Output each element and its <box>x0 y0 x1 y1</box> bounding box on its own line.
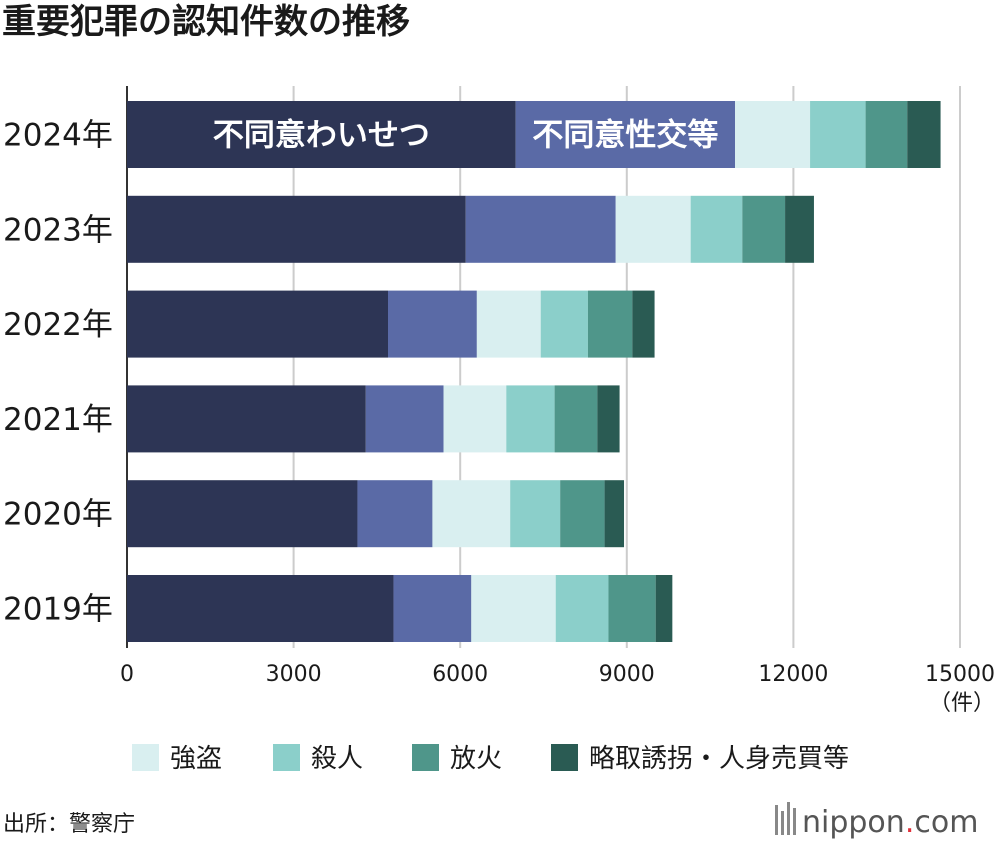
legend-label: 略取誘拐・人身売買等 <box>589 744 849 774</box>
x-tick-label: 15000 <box>925 662 995 687</box>
bar-segment <box>465 195 616 263</box>
category-label: 2023年 <box>3 212 113 248</box>
legend-item: 略取誘拐・人身売買等 <box>551 744 849 774</box>
chart-title: 重要犯罪の認知件数の推移 <box>2 2 410 42</box>
bar-segment <box>127 480 358 548</box>
bar-segment <box>554 385 598 453</box>
inline-series-label: 不同意わいせつ <box>213 118 430 154</box>
x-tick-label: 0 <box>120 662 134 687</box>
legend-swatch <box>551 744 578 771</box>
legend: 強盗 殺人 放火 略取誘拐・人身売買等 <box>132 744 849 774</box>
bar-segment <box>365 385 444 453</box>
x-tick-label: 6000 <box>432 662 488 687</box>
legend-label: 放火 <box>450 744 502 774</box>
bar-segment <box>810 101 866 168</box>
x-axis-ticks: 0 3000 6000 9000 12000 15000 <box>120 662 995 687</box>
x-axis-unit: （件） <box>929 691 995 716</box>
category-label: 2019年 <box>3 592 113 628</box>
bar-segment <box>127 575 394 642</box>
x-tick-label: 9000 <box>599 662 655 687</box>
legend-item: 強盗 <box>132 744 222 774</box>
x-tick-label: 3000 <box>266 662 322 687</box>
bar-segment <box>604 480 625 548</box>
bar-segment <box>443 385 507 453</box>
legend-swatch <box>412 744 439 771</box>
legend-item: 殺人 <box>273 744 363 774</box>
bar-segment <box>608 575 656 642</box>
bar-segment <box>476 290 541 358</box>
bar-segment <box>127 101 516 168</box>
bar-segment <box>865 101 908 168</box>
bar-segment <box>632 290 655 358</box>
brand-suffix: com <box>914 805 978 840</box>
bar-segment <box>742 195 786 263</box>
inline-series-label: 不同意性交等 <box>532 118 718 154</box>
bar-segment <box>127 290 389 358</box>
bar-segment <box>655 575 673 642</box>
category-label: 2021年 <box>3 402 113 438</box>
bar-segment <box>907 101 941 168</box>
bar-segment <box>471 575 556 642</box>
bar-segment <box>432 480 511 548</box>
legend-item: 放火 <box>412 744 502 774</box>
category-label: 2024年 <box>3 118 113 154</box>
grid-lines <box>126 86 961 648</box>
bar-segment <box>597 385 620 453</box>
legend-swatch <box>273 744 300 771</box>
legend-swatch <box>132 744 159 771</box>
bar-segment <box>127 385 366 453</box>
bar-segment <box>785 195 814 263</box>
bar-segment <box>587 290 633 358</box>
bar-segment <box>540 290 588 358</box>
nippon-logo-mark-icon <box>775 802 796 835</box>
category-label: 2022年 <box>3 307 113 343</box>
bar-segment <box>615 195 691 263</box>
category-label: 2020年 <box>3 497 113 533</box>
bar-segment <box>515 101 736 168</box>
bar-segment <box>393 575 472 642</box>
bar-segment <box>357 480 433 548</box>
category-labels: 2024年 2023年 2022年 2021年 2020年 2019年 <box>3 118 113 628</box>
bar-segment <box>388 290 477 358</box>
source-note: 出所：警察庁 <box>3 812 135 837</box>
bar-segment <box>555 575 609 642</box>
brand-name: nippon <box>802 805 905 840</box>
legend-label: 殺人 <box>311 744 363 774</box>
brand-dot: . <box>905 805 915 840</box>
bar-segment <box>690 195 743 263</box>
bar-segment <box>510 480 561 548</box>
svg-text:nippon.com: nippon.com <box>802 805 978 840</box>
bars: 不同意わいせつ 不同意性交等 <box>127 101 941 642</box>
bar-segment <box>735 101 811 168</box>
nippon-logo: nippon.com <box>775 802 978 840</box>
bar-segment <box>560 480 605 548</box>
legend-label: 強盗 <box>170 744 222 774</box>
x-tick-label: 12000 <box>758 662 828 687</box>
bar-segment <box>127 195 466 263</box>
bar-segment <box>506 385 555 453</box>
